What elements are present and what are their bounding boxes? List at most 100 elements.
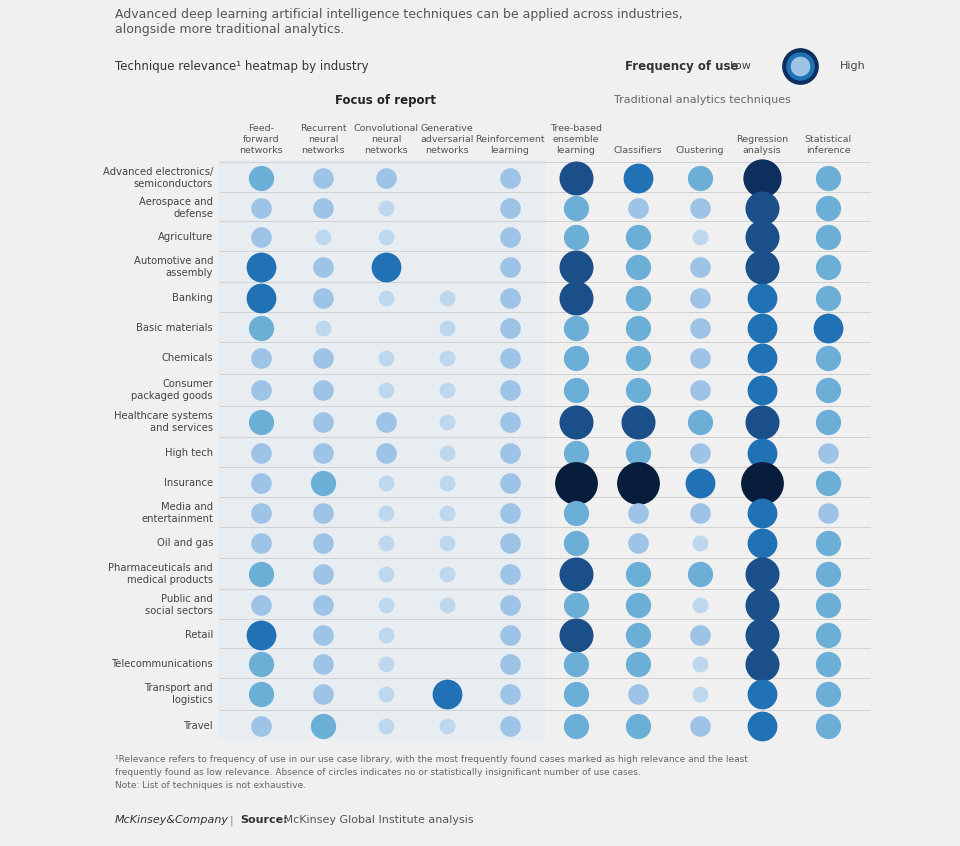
Point — [755, 415, 770, 429]
Text: Advanced deep learning artificial intelligence techniques can be applied across : Advanced deep learning artificial intell… — [115, 8, 683, 36]
Point — [692, 687, 708, 700]
Point — [692, 230, 708, 244]
Point — [440, 687, 455, 700]
Point — [692, 506, 708, 519]
Point — [820, 687, 835, 700]
Point — [820, 230, 835, 244]
Point — [792, 59, 807, 73]
Point — [315, 657, 330, 671]
Point — [253, 476, 269, 490]
Point — [378, 536, 394, 550]
Point — [755, 201, 770, 215]
Point — [820, 598, 835, 612]
Point — [631, 567, 646, 580]
Point — [755, 567, 770, 580]
Text: Public and
social sectors: Public and social sectors — [145, 594, 213, 616]
Point — [315, 415, 330, 429]
Point — [568, 567, 584, 580]
Point — [502, 351, 517, 365]
Point — [568, 351, 584, 365]
Text: Feed-
forward
networks: Feed- forward networks — [239, 124, 283, 155]
Text: Clustering: Clustering — [676, 146, 724, 155]
Point — [755, 476, 770, 490]
Point — [692, 476, 708, 490]
Point — [440, 719, 455, 733]
Point — [502, 536, 517, 550]
Point — [820, 171, 835, 184]
Point — [502, 629, 517, 642]
Point — [820, 476, 835, 490]
Point — [502, 567, 517, 580]
Point — [253, 321, 269, 335]
Text: Classifiers: Classifiers — [613, 146, 662, 155]
Point — [568, 415, 584, 429]
Point — [253, 201, 269, 215]
Point — [631, 201, 646, 215]
Point — [631, 657, 646, 671]
Point — [631, 687, 646, 700]
Point — [253, 261, 269, 274]
Point — [755, 291, 770, 305]
Text: Retail: Retail — [184, 630, 213, 640]
Point — [378, 687, 394, 700]
Point — [692, 567, 708, 580]
Point — [692, 351, 708, 365]
Point — [315, 629, 330, 642]
Point — [502, 415, 517, 429]
Point — [631, 230, 646, 244]
Point — [568, 321, 584, 335]
Text: Low: Low — [730, 61, 752, 71]
Text: Automotive and
assembly: Automotive and assembly — [133, 256, 213, 277]
Point — [692, 446, 708, 459]
Point — [315, 230, 330, 244]
FancyBboxPatch shape — [218, 160, 545, 740]
Point — [440, 383, 455, 397]
Point — [631, 629, 646, 642]
Point — [378, 476, 394, 490]
Point — [253, 351, 269, 365]
Point — [568, 383, 584, 397]
Point — [315, 598, 330, 612]
Point — [315, 383, 330, 397]
Point — [692, 261, 708, 274]
Text: Basic materials: Basic materials — [136, 323, 213, 333]
Point — [631, 536, 646, 550]
Text: Oil and gas: Oil and gas — [156, 538, 213, 548]
Point — [755, 506, 770, 519]
Point — [631, 415, 646, 429]
Point — [440, 536, 455, 550]
Point — [631, 321, 646, 335]
Point — [820, 567, 835, 580]
Point — [568, 476, 584, 490]
Text: Travel: Travel — [183, 721, 213, 731]
Point — [568, 598, 584, 612]
Point — [568, 261, 584, 274]
Point — [315, 261, 330, 274]
Text: Generative
adversarial
networks: Generative adversarial networks — [420, 124, 473, 155]
Point — [755, 321, 770, 335]
Point — [378, 261, 394, 274]
Text: Focus of report: Focus of report — [335, 94, 436, 107]
Point — [315, 321, 330, 335]
Point — [378, 657, 394, 671]
Point — [631, 476, 646, 490]
Point — [568, 291, 584, 305]
Point — [315, 719, 330, 733]
Text: Traditional analytics techniques: Traditional analytics techniques — [613, 95, 790, 105]
Point — [568, 201, 584, 215]
Text: Statistical
inference: Statistical inference — [804, 135, 852, 155]
Point — [502, 261, 517, 274]
Text: Agriculture: Agriculture — [157, 232, 213, 242]
Point — [755, 351, 770, 365]
Point — [755, 687, 770, 700]
Point — [692, 657, 708, 671]
Point — [755, 598, 770, 612]
Text: Recurrent
neural
networks: Recurrent neural networks — [300, 124, 347, 155]
Point — [378, 383, 394, 397]
Point — [440, 291, 455, 305]
Point — [502, 171, 517, 184]
Point — [378, 719, 394, 733]
Point — [631, 351, 646, 365]
Point — [820, 506, 835, 519]
Point — [378, 201, 394, 215]
